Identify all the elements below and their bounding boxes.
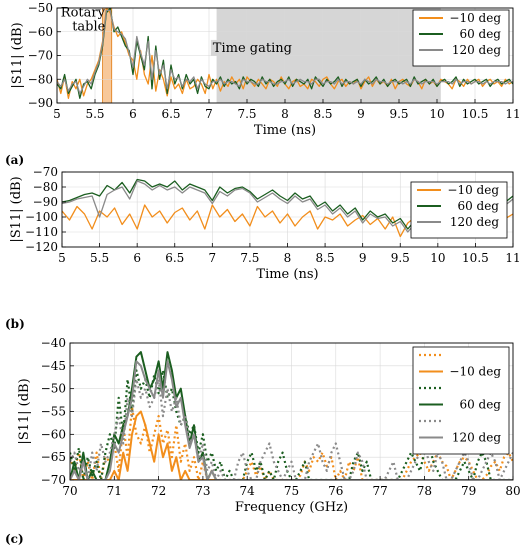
y-tick-label: −70 [41,473,66,487]
y-tick-label: −50 [28,1,53,15]
legend-label: −10 deg [447,183,499,197]
legend-label: 120 deg [452,431,502,445]
y-tick-label: −55 [41,405,66,419]
y-tick-label: −70 [28,49,53,63]
x-tick-label: 7.5 [237,107,256,121]
x-tick-label: 5.5 [85,107,104,121]
legend: −10 deg 60 deg 120 deg [412,9,510,67]
x-tick-label: 10.5 [462,251,489,265]
x-tick-label: 8.5 [313,107,332,121]
x-axis-label: Frequency (GHz) [235,500,348,515]
x-tick-label: 5 [53,107,61,121]
x-tick-label: 5 [58,251,66,265]
panel-label: (a) [5,153,24,167]
y-axis-label: |S11| (dB) [17,378,32,444]
x-tick-label: 6 [133,251,141,265]
legend-label: 60 deg [457,199,499,213]
annotation-time-gating: Time gating [213,41,292,56]
y-tick-label: −60 [41,427,66,441]
legend-label: 120 deg [452,43,502,57]
x-tick-label: 10 [429,107,444,121]
series-group [57,8,513,99]
x-tick-label: 10.5 [462,107,489,121]
x-tick-label: 6.5 [165,251,184,265]
x-tick-label: 75 [284,484,299,498]
x-tick-label: 76 [328,484,343,498]
x-tick-label: 9 [359,251,367,265]
y-tick-label: −90 [28,96,53,110]
legend-label: −10 deg [449,365,501,379]
y-tick-label: −60 [28,25,53,39]
x-tick-label: 71 [107,484,122,498]
y-tick-label: −50 [41,382,66,396]
x-tick-label: 7 [209,251,217,265]
x-tick-label: 80 [505,484,520,498]
x-tick-label: 9.5 [391,251,410,265]
legend-label: 60 deg [459,27,501,41]
y-axis-label: |S11| (dB) [9,176,24,242]
chart-panel-2: 5 5.5 6 6.5 7 7.5 8 8.5 9 9.5 10 10.5 11 −120−110−100… [5,165,521,331]
series-line-120-deg-5 [70,360,513,480]
y-tick-label: −65 [41,450,66,464]
chart-panel-1: 5 5.5 6 6.5 7 7.5 8 8.5 9 9.5 10 10.5 11 −90 −80 −70 −60… [5,1,521,167]
y-tick-label: −90 [33,195,58,209]
x-tick-label: 74 [240,484,256,498]
annotation-bg [210,39,287,56]
y-tick-label: −80 [28,72,53,86]
x-tick-label: 70 [62,484,77,498]
x-tick-label: 11 [505,251,520,265]
legend-label: −10 deg [449,11,501,25]
x-axis-label: Time (ns) [254,123,316,138]
panel-label: (c) [5,532,24,546]
x-tick-label: 6 [129,107,137,121]
x-tick-label: 8 [281,107,289,121]
y-tick-label: −110 [25,225,58,239]
x-tick-label: 8.5 [316,251,335,265]
x-tick-label: 7 [205,107,213,121]
x-tick-label: 77 [372,484,387,498]
legend-label: 120 deg [450,215,500,229]
legend-label: 60 deg [459,398,501,412]
y-tick-label: −45 [41,359,66,373]
legend: −10 deg 60 deg 120 deg [410,181,508,239]
series-line-dotted-deg120-4 [70,378,513,480]
legend-box [412,346,510,455]
legend: −10 deg 60 deg 120 deg [412,346,510,455]
x-tick-label: 9.5 [389,107,408,121]
x-tick-label: 7.5 [240,251,259,265]
annotation-rotary: Rotary [61,5,106,20]
series-line--10-deg-1 [70,410,513,480]
legend-box [410,181,508,239]
y-tick-label: −100 [25,210,58,224]
y-tick-label: −80 [33,180,58,194]
legend-box [412,9,510,67]
x-axis-label: Time (ns) [256,267,318,282]
x-tick-label: 73 [195,484,210,498]
panel-label: (b) [5,317,25,331]
x-tick-label: 11 [505,107,520,121]
y-tick-label: −120 [25,240,58,254]
series-line-60-deg-3 [70,351,513,480]
x-tick-label: 79 [461,484,476,498]
x-tick-label: 72 [151,484,166,498]
chart-panel-3: 70 71 72 73 74 75 76 77 78 79 80 −70 −65 −60 −55 −50 −45… [5,336,521,546]
y-axis-label: |S11| (dB) [10,22,25,88]
annotation-table: table [72,20,105,35]
x-tick-label: 5.5 [90,251,109,265]
series-line-60-deg-1 [57,8,513,99]
x-tick-label: 8 [284,251,292,265]
series-line-120-deg-2 [57,9,513,95]
x-tick-label: 78 [417,484,432,498]
x-tick-label: 9 [357,107,365,121]
y-tick-label: −40 [41,336,66,350]
x-tick-label: 10 [430,251,445,265]
x-tick-label: 6.5 [161,107,180,121]
y-tick-label: −70 [33,165,58,179]
series-group [70,351,513,480]
